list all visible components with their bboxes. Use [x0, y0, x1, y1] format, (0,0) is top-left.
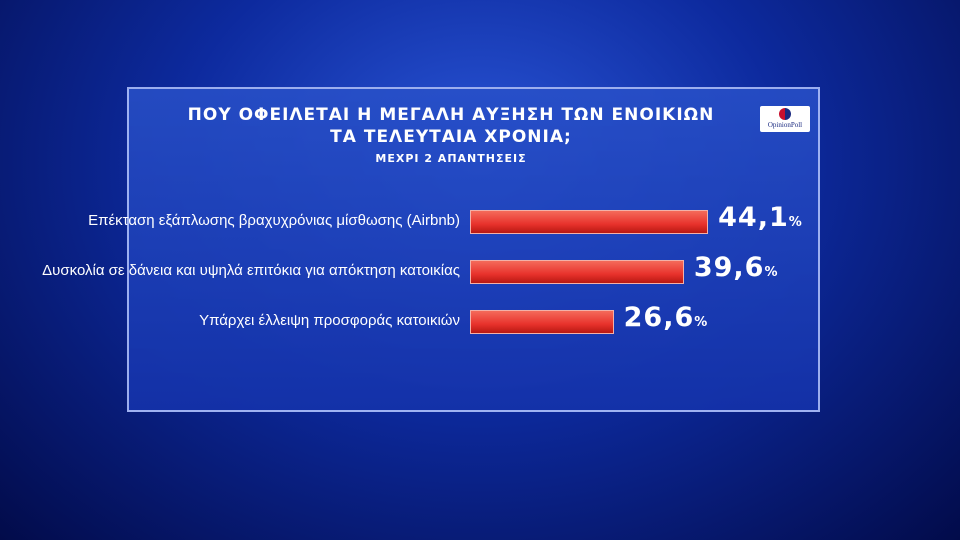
chart-subtitle: ΜΕΧΡΙ 2 ΑΠΑΝΤΗΣΕΙΣ [375, 152, 527, 165]
bar [470, 260, 684, 284]
category-label: Δυσκολία σε δάνεια και υψηλά επιτόκια γι… [42, 262, 460, 279]
panel [127, 87, 820, 412]
value-label: 26,6% [623, 302, 709, 333]
bar [470, 310, 614, 334]
source: OpinionPoll [767, 121, 803, 129]
category-label: Επέκταση εξάπλωσης βραχυχρόνιας μίσθωσης… [88, 212, 460, 229]
bar [470, 210, 709, 234]
value-label: 44,1% [718, 202, 803, 233]
chart-title: ΠΟΥ ΟΦΕΙΛΕΤΑΙ Η ΜΕΓΑΛΗ ΑΥΞΗΣΗ ΤΩΝ ΕΝΟΙΚΙ… [187, 105, 715, 147]
logo-mark [779, 108, 791, 120]
value-label: 39,6% [693, 252, 779, 283]
logo: OpinionPoll [760, 106, 810, 132]
category-label: Υπάρχει έλλειψη προσφοράς κατοικιών [199, 312, 460, 329]
